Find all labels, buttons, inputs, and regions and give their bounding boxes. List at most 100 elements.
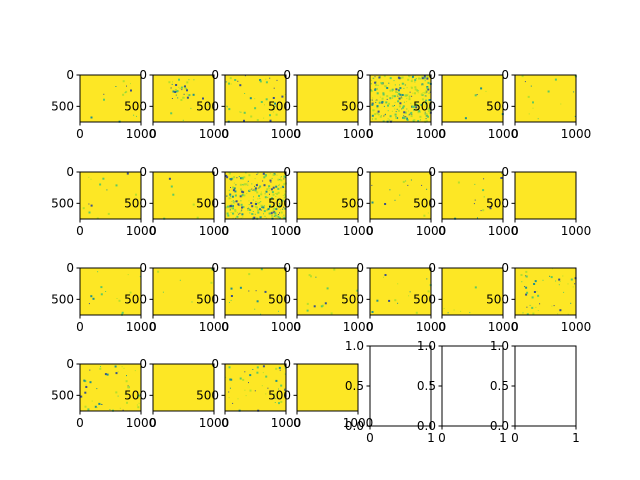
heatmap-speck: [89, 381, 92, 384]
heatmap-speck: [425, 95, 427, 97]
heatmap-speck: [399, 102, 402, 105]
y-tick-label: 0.0: [417, 419, 436, 433]
heatmap-speck: [101, 404, 103, 405]
heatmap-speck: [227, 214, 230, 217]
heatmap-speck: [408, 110, 409, 112]
heatmap-speck: [268, 189, 270, 191]
heatmap-speck: [260, 193, 263, 196]
heatmap-speck: [188, 94, 191, 97]
heatmap-image: [442, 172, 503, 219]
heatmap-speck: [126, 401, 128, 404]
x-tick-label: 0: [438, 320, 446, 334]
heatmap-speck: [405, 180, 407, 182]
heatmap-speck: [255, 184, 258, 187]
heatmap-speck: [225, 81, 227, 83]
heatmap-speck: [525, 275, 528, 278]
heatmap-speck: [559, 309, 562, 312]
heatmap-speck: [414, 81, 416, 83]
y-tick-label: 0: [139, 357, 147, 371]
heatmap-speck: [282, 195, 284, 196]
heatmap-speck: [426, 91, 428, 93]
heatmap-speck: [391, 105, 393, 107]
heatmap-speck: [269, 207, 270, 209]
heatmap-speck: [378, 101, 381, 104]
heatmap-speck: [562, 275, 564, 277]
heatmap-speck: [406, 97, 408, 99]
heatmap-speck: [501, 172, 503, 174]
heatmap-speck: [284, 207, 287, 210]
heatmap-speck: [241, 209, 243, 211]
heatmap-speck: [397, 283, 399, 285]
heatmap-image: [370, 268, 431, 315]
heatmap-speck: [229, 378, 232, 381]
heatmap-speck: [230, 203, 233, 206]
heatmap-speck: [324, 302, 327, 305]
heatmap-speck: [240, 217, 242, 219]
heatmap-speck: [379, 100, 381, 102]
heatmap-speck: [191, 301, 193, 303]
heatmap-speck: [271, 177, 273, 179]
heatmap-speck: [83, 379, 86, 382]
heatmap-speck: [278, 310, 279, 312]
heatmap-speck: [259, 208, 261, 211]
x-tick-label: 0: [366, 431, 374, 445]
heatmap-speck: [474, 199, 476, 201]
heatmap-speck: [415, 106, 418, 109]
heatmap-speck: [230, 198, 232, 200]
heatmap-speck: [425, 120, 428, 123]
heatmap-speck: [260, 191, 262, 193]
heatmap-speck: [243, 111, 246, 114]
heatmap-speck: [260, 209, 262, 211]
heatmap-speck: [379, 96, 381, 98]
heatmap-speck: [573, 91, 575, 93]
heatmap-speck: [408, 295, 410, 297]
heatmap-speck: [256, 119, 259, 121]
heatmap-speck: [96, 407, 98, 409]
heatmap-speck: [80, 395, 83, 398]
heatmap-speck: [567, 283, 569, 285]
heatmap-speck: [116, 298, 118, 299]
heatmap-speck: [125, 380, 128, 383]
heatmap-speck: [178, 78, 180, 81]
y-tick-label: 0.5: [417, 379, 436, 393]
heatmap-speck: [313, 305, 316, 308]
heatmap-speck: [381, 97, 384, 100]
heatmap-speck: [210, 281, 213, 284]
heatmap-speck: [374, 88, 376, 90]
heatmap-speck: [228, 391, 230, 393]
heatmap-speck: [117, 371, 119, 373]
heatmap-speck: [237, 212, 238, 214]
y-tick-label: 0: [139, 261, 147, 275]
heatmap-image: [80, 268, 141, 315]
heatmap-speck: [242, 378, 245, 381]
heatmap-speck: [417, 120, 420, 122]
heatmap-speck: [90, 295, 93, 298]
x-tick-label: 0: [366, 224, 374, 238]
heatmap-image: [515, 172, 576, 219]
y-tick-label: 500: [341, 292, 364, 306]
heatmap-speck: [460, 310, 462, 312]
heatmap-speck: [389, 89, 392, 92]
heatmap-speck: [391, 120, 393, 122]
heatmap-speck: [241, 213, 244, 216]
heatmap-speck: [244, 389, 246, 391]
heatmap-speck: [261, 385, 263, 387]
heatmap-speck: [170, 87, 172, 89]
heatmap-speck: [271, 197, 273, 200]
y-tick-label: 500: [268, 196, 291, 210]
heatmap-speck: [256, 371, 259, 374]
heatmap-speck: [408, 98, 411, 101]
y-tick-label: 500: [413, 99, 436, 113]
heatmap-speck: [248, 200, 250, 202]
heatmap-speck: [121, 366, 123, 368]
heatmap-speck: [399, 93, 402, 96]
heatmap-speck: [239, 183, 242, 186]
heatmap-speck: [283, 175, 286, 178]
heatmap-speck: [267, 196, 269, 198]
heatmap-speck: [370, 83, 372, 85]
